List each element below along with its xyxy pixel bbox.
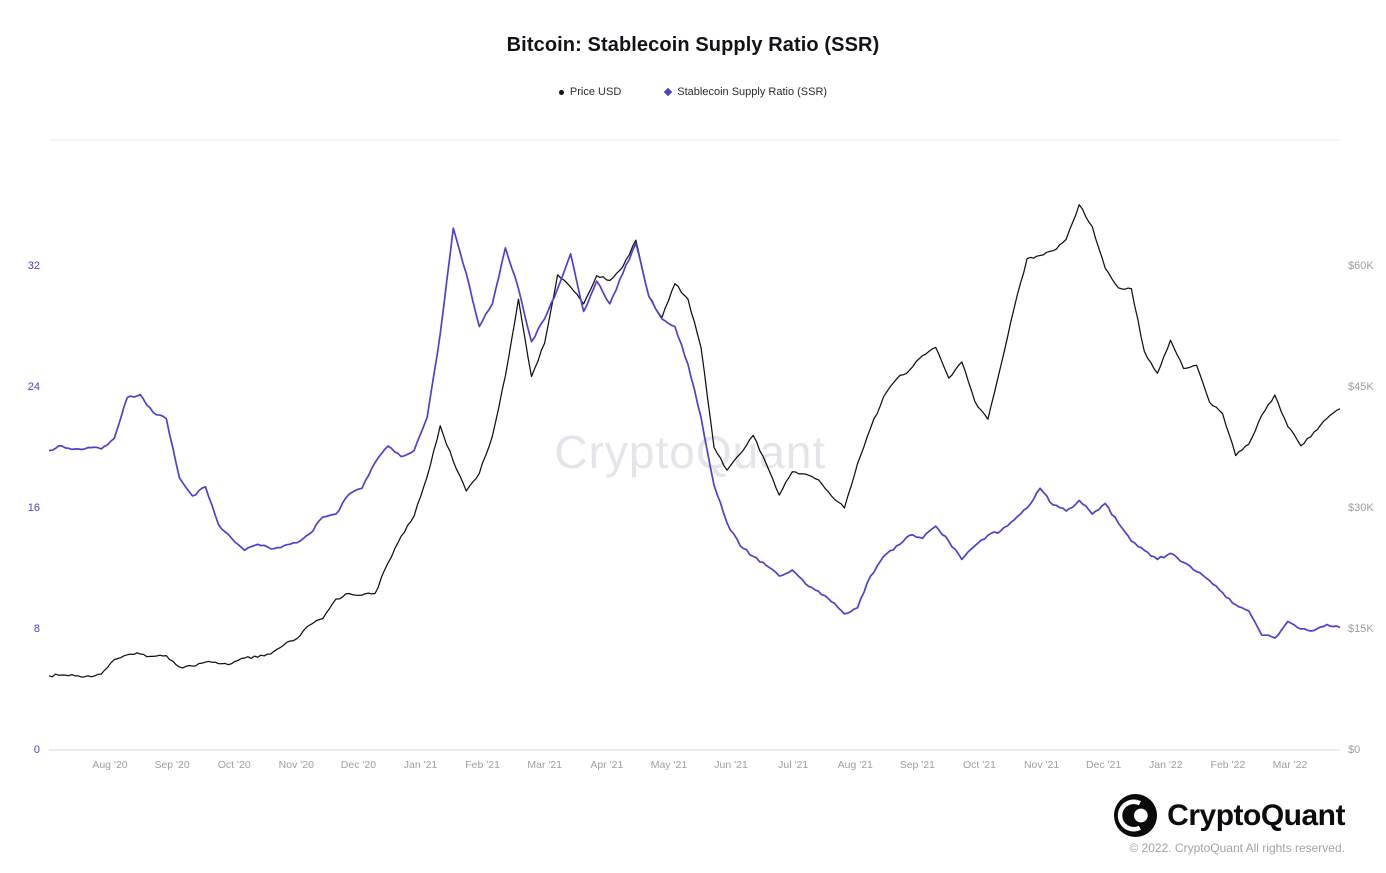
brand-row: CryptoQuant	[1113, 793, 1345, 838]
legend-label-price-usd: Price USD	[569, 86, 622, 98]
x-axis-tick: Jan '22	[1149, 759, 1183, 771]
y-axis-right-tick: $60K	[1348, 260, 1374, 272]
cryptoquant-logo-icon	[1114, 793, 1158, 838]
x-axis-tick: Feb '21	[465, 759, 500, 771]
y-axis-left-tick: 16	[27, 501, 40, 514]
chart-title: Bitcoin: Stablecoin Supply Ratio (SSR)	[506, 34, 880, 56]
x-axis-tick: Aug '20	[92, 759, 128, 771]
x-axis-tick: Apr '21	[590, 759, 624, 771]
x-axis-tick: Oct '21	[963, 759, 996, 771]
x-axis-tick: Oct '20	[217, 759, 251, 771]
x-axis-tick: Dec '21	[1086, 759, 1122, 771]
legend-item-price-usd[interactable]: Price USD	[558, 86, 622, 98]
x-axis-tick: Jan '21	[403, 759, 438, 771]
y-axis-right-tick: $15K	[1348, 623, 1374, 635]
legend-label-ssr: Stablecoin Supply Ratio (SSR)	[677, 86, 828, 98]
price-usd-marker-icon	[558, 89, 564, 95]
y-axis-right-tick: $0	[1348, 744, 1361, 756]
brand-name: CryptoQuant	[1167, 798, 1345, 832]
x-axis-tick: Jul '21	[778, 759, 809, 771]
x-axis-tick: Sep '21	[899, 759, 935, 771]
chart-legend: Price USD Stablecoin Supply Ratio (SSR)	[0, 86, 1386, 98]
y-axis-left-tick: 32	[27, 259, 40, 272]
x-axis-tick: Aug '21	[837, 759, 873, 771]
y-axis-right-tick: $30K	[1348, 502, 1374, 514]
x-axis-tick: Dec '20	[340, 759, 377, 771]
x-axis-tick: Nov '21	[1023, 759, 1060, 771]
x-axis-tick: Jun '21	[714, 759, 748, 771]
x-axis-tick: Mar '21	[527, 759, 563, 771]
x-axis-tick: Sep '20	[154, 759, 190, 771]
legend-item-ssr[interactable]: Stablecoin Supply Ratio (SSR)	[664, 86, 828, 98]
y-axis-right-tick: $45K	[1348, 381, 1374, 393]
x-axis-tick: Feb '22	[1210, 759, 1246, 771]
copyright-text: © 2022. CryptoQuant All rights reserved.	[1129, 841, 1345, 855]
series-line-ssr	[48, 227, 1341, 639]
y-axis-left-tick: 8	[33, 622, 40, 635]
footer-branding: CryptoQuant © 2022. CryptoQuant All righ…	[1113, 793, 1345, 855]
series-line-price-usd	[48, 204, 1341, 678]
x-axis-tick: May '21	[650, 759, 688, 771]
y-axis-left-tick: 24	[27, 380, 40, 393]
y-axis-left-tick: 0	[33, 744, 40, 756]
x-axis-tick: Mar '22	[1272, 759, 1308, 771]
x-axis-tick: Nov '20	[278, 759, 314, 771]
